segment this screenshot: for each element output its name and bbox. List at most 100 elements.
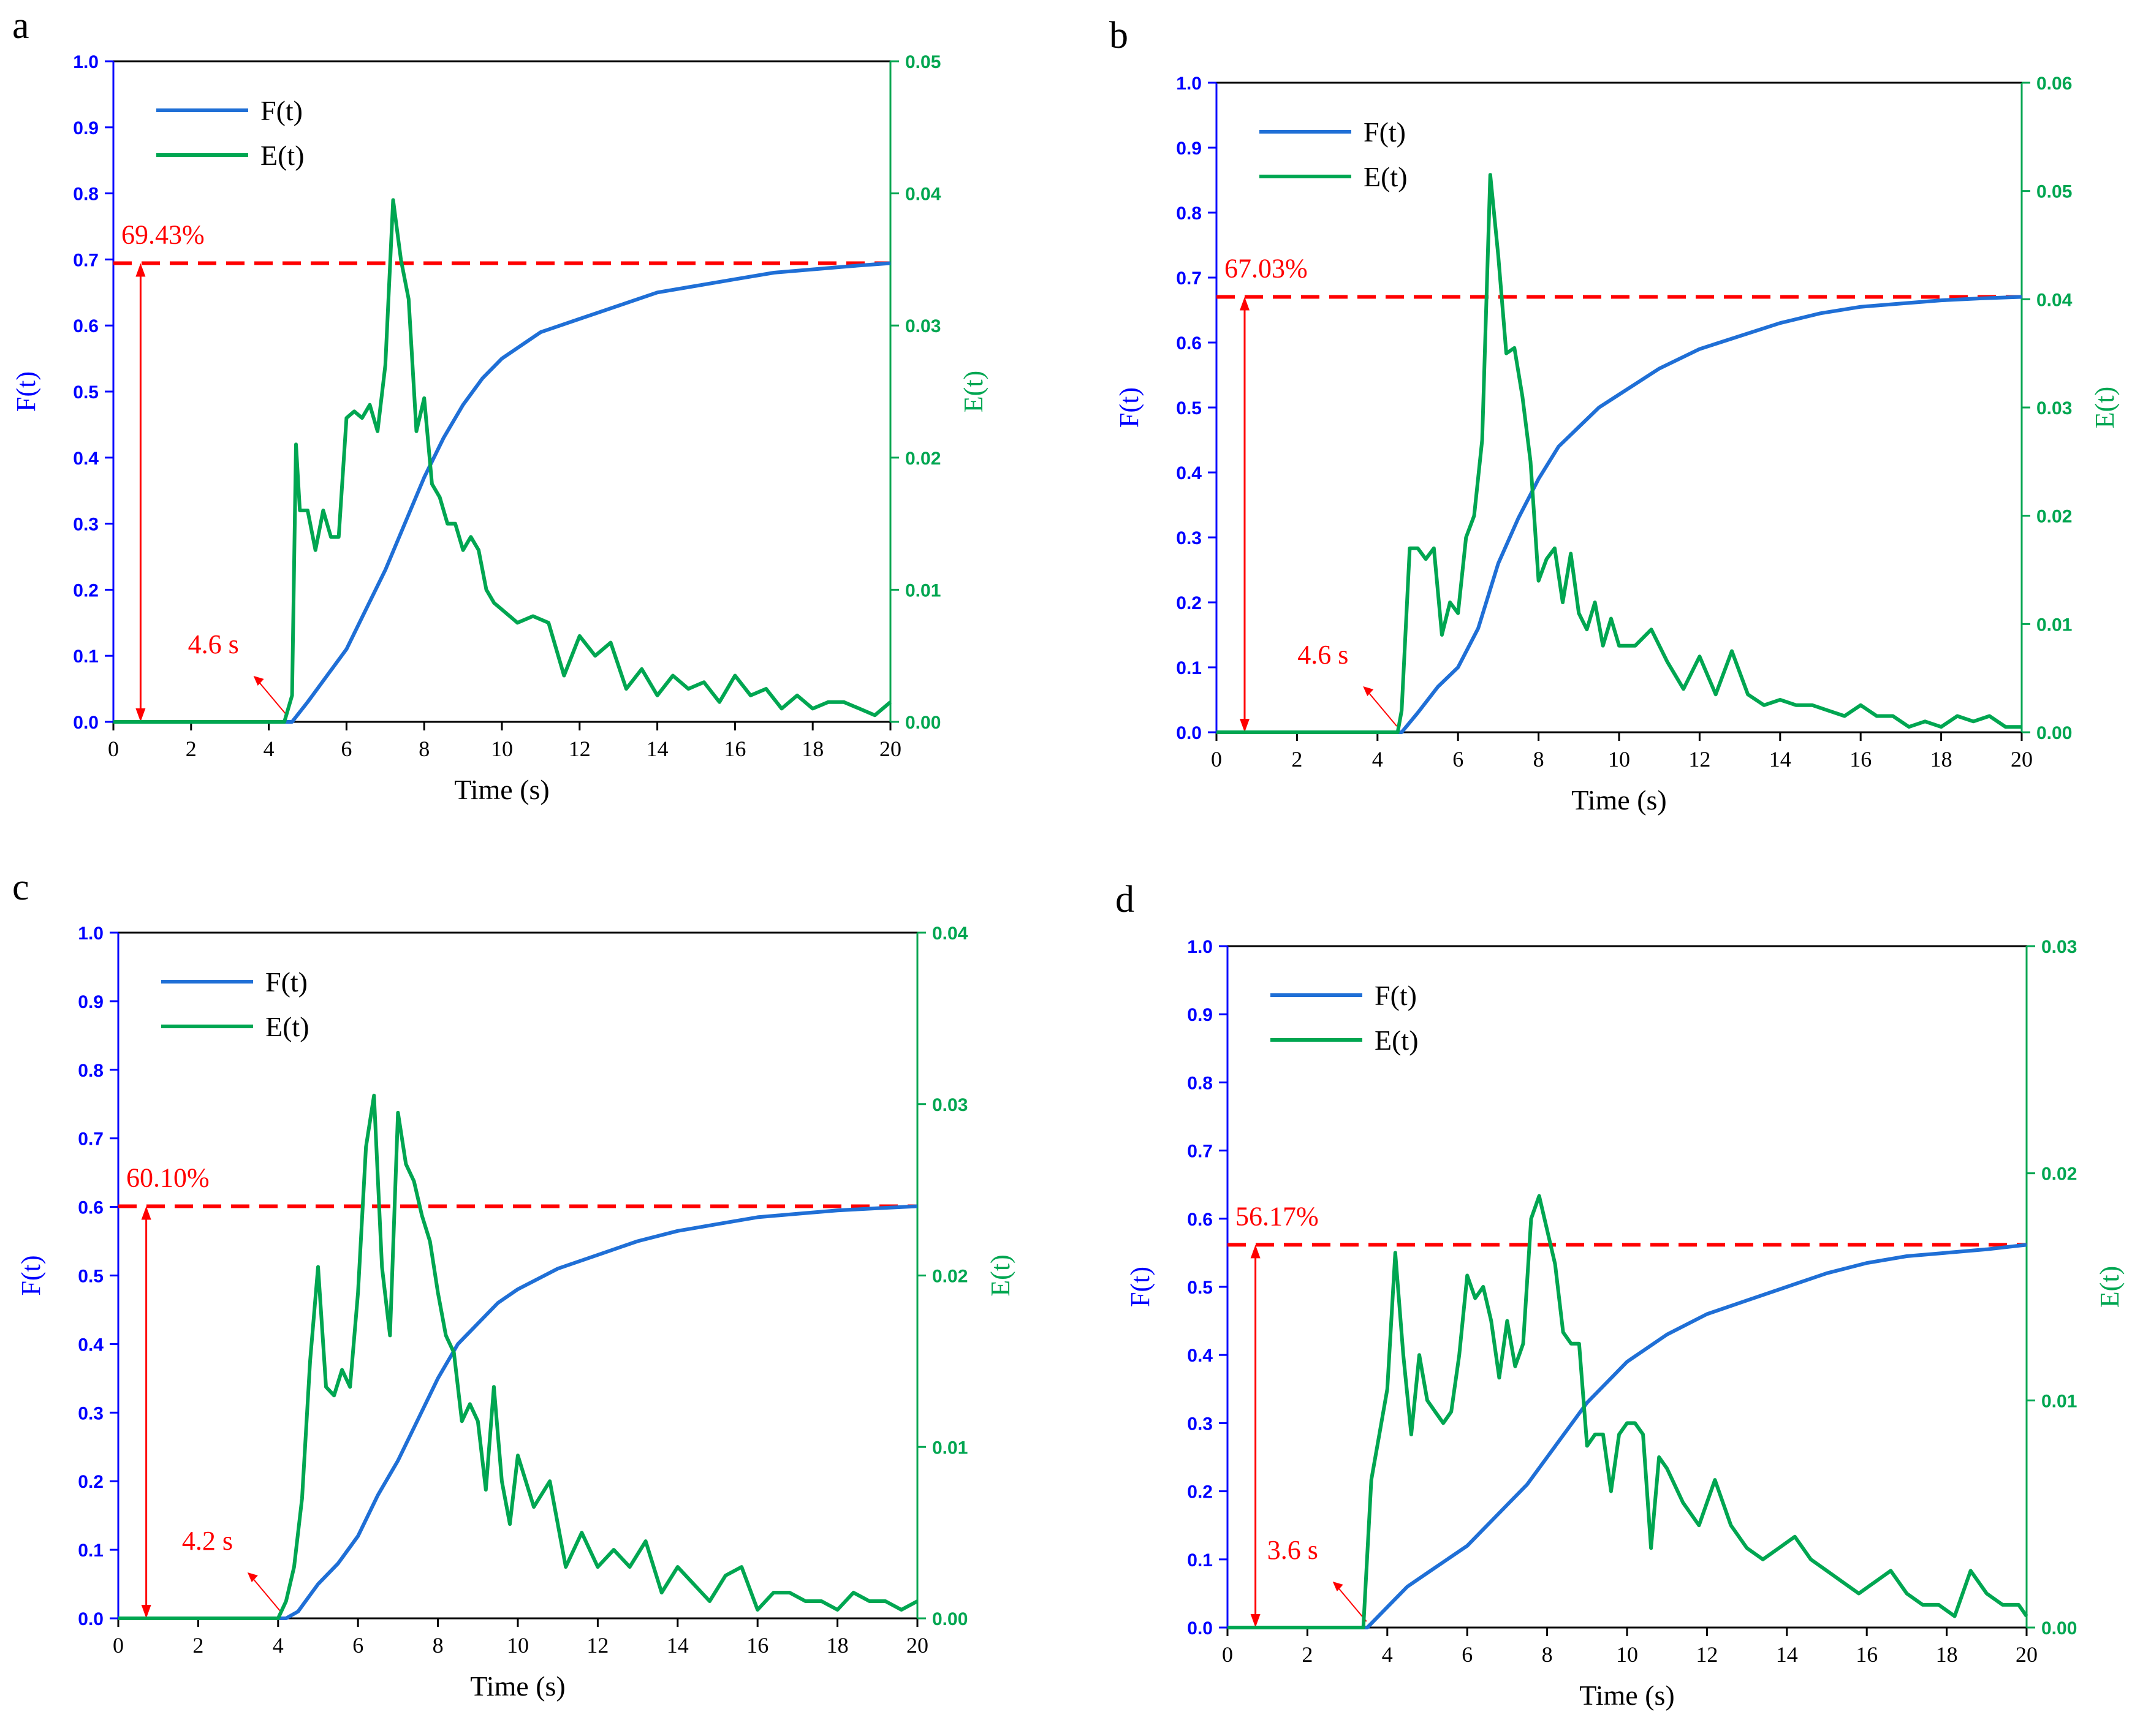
y-tick-label: 0.5 xyxy=(1176,398,1202,419)
y2-tick-label: 0.02 xyxy=(905,449,941,469)
y2-tick-label: 0.04 xyxy=(932,923,968,944)
y-tick-label: 0.7 xyxy=(1176,268,1202,289)
y-tick-label: 0.6 xyxy=(73,316,99,336)
y-tick-label: 0.8 xyxy=(1176,203,1202,224)
y-tick-label: 0.2 xyxy=(1176,593,1202,613)
x-tick-label: 4 xyxy=(273,1633,284,1658)
plateau-label: 56.17% xyxy=(1235,1201,1319,1231)
x-tick-label: 2 xyxy=(186,737,197,761)
f-curve xyxy=(118,1204,918,1620)
panel-letter-b: b xyxy=(1109,15,1128,56)
x-tick-label: 10 xyxy=(491,737,513,761)
y2-tick-label: 0.05 xyxy=(905,52,941,72)
x-tick-label: 16 xyxy=(1849,747,1872,771)
y-tick-label: 0.9 xyxy=(1176,138,1202,159)
onset-arrow-head xyxy=(1332,1582,1343,1591)
onset-arrow-head xyxy=(253,676,264,686)
x-tick-label: 10 xyxy=(1616,1642,1638,1667)
y2-tick-label: 0.00 xyxy=(2036,723,2072,743)
y2-tick-label: 0.04 xyxy=(2036,290,2073,310)
y-tick-label: 0.2 xyxy=(73,580,99,601)
y-tick-label: 0.1 xyxy=(1176,658,1202,678)
f-curve xyxy=(1216,295,2022,734)
onset-label: 4.6 s xyxy=(188,629,239,659)
x-tick-label: 6 xyxy=(341,737,352,761)
plateau-arrow-head-up xyxy=(1239,297,1250,311)
x-axis-label: Time (s) xyxy=(454,774,550,805)
y-axis-label: F(t) xyxy=(11,371,41,412)
y-tick-label: 0.3 xyxy=(78,1403,104,1423)
x-tick-label: 14 xyxy=(667,1633,689,1658)
x-tick-label: 18 xyxy=(827,1633,849,1658)
y2-tick-label: 0.01 xyxy=(2036,615,2072,635)
y-tick-label: 0.5 xyxy=(78,1267,104,1287)
y-tick-label: 0.6 xyxy=(1176,333,1202,354)
x-tick-label: 18 xyxy=(802,737,824,761)
onset-arrow-head xyxy=(247,1572,258,1582)
y-tick-label: 0.6 xyxy=(1187,1210,1213,1230)
y-tick-label: 0.0 xyxy=(1187,1618,1213,1639)
x-axis-label: Time (s) xyxy=(1571,784,1667,816)
y-tick-label: 0.4 xyxy=(78,1335,104,1355)
x-tick-label: 10 xyxy=(1608,747,1630,771)
y-tick-label: 0.7 xyxy=(73,250,99,270)
legend-label-e: E(t) xyxy=(260,140,305,171)
y-tick-label: 1.0 xyxy=(1176,74,1202,94)
x-tick-label: 20 xyxy=(879,737,901,761)
y-tick-label: 0.3 xyxy=(1187,1414,1213,1434)
x-axis-label: Time (s) xyxy=(1579,1680,1675,1711)
x-tick-label: 8 xyxy=(433,1633,444,1658)
y-axis-label: F(t) xyxy=(16,1256,46,1296)
y2-axis-label: E(t) xyxy=(2095,1266,2125,1308)
y-tick-label: 1.0 xyxy=(1187,937,1213,957)
onset-arrow-line xyxy=(1364,688,1397,727)
y2-tick-label: 0.00 xyxy=(2041,1618,2077,1639)
y-tick-label: 0.3 xyxy=(73,515,99,535)
x-tick-label: 2 xyxy=(1291,747,1302,771)
onset-arrow-line xyxy=(254,677,288,716)
x-tick-label: 16 xyxy=(724,737,746,761)
onset-arrow-line xyxy=(249,1574,282,1613)
x-tick-label: 20 xyxy=(2016,1642,2038,1667)
y-tick-label: 0.6 xyxy=(78,1198,104,1218)
legend-label-f: F(t) xyxy=(260,95,303,126)
y-tick-label: 0.9 xyxy=(78,992,104,1012)
e-curve xyxy=(113,198,892,724)
x-tick-label: 12 xyxy=(1688,747,1710,771)
y-tick-label: 0.9 xyxy=(73,118,99,138)
x-tick-label: 16 xyxy=(746,1633,768,1658)
y2-tick-label: 0.04 xyxy=(905,184,941,205)
y-tick-label: 0.4 xyxy=(1176,463,1202,483)
y-axis-label: F(t) xyxy=(1125,1267,1155,1307)
y2-axis-label: E(t) xyxy=(2090,387,2120,428)
panel-c: c 0 2 4 6 8 10 12 14 16 18 20 0.0 0.1 0.2 0.3 0.4 0.5 0.6… xyxy=(12,866,1015,1702)
y-tick-label: 0.8 xyxy=(78,1061,104,1081)
x-tick-label: 2 xyxy=(1302,1642,1313,1667)
plateau-arrow-head-up xyxy=(141,1206,151,1220)
x-tick-label: 4 xyxy=(1382,1642,1393,1667)
x-tick-label: 6 xyxy=(352,1633,363,1658)
legend-label-f: F(t) xyxy=(1364,116,1406,148)
onset-label: 3.6 s xyxy=(1267,1535,1318,1565)
y-axis-label: F(t) xyxy=(1114,387,1144,428)
e-curve xyxy=(1216,173,2022,734)
x-tick-label: 0 xyxy=(108,737,119,761)
y-tick-label: 0.7 xyxy=(1187,1142,1213,1162)
legend-label-e: E(t) xyxy=(265,1011,309,1042)
y-tick-label: 0.3 xyxy=(1176,528,1202,548)
f-curve xyxy=(113,261,891,724)
onset-label: 4.2 s xyxy=(182,1526,233,1556)
panel-letter-a: a xyxy=(12,5,29,47)
legend-label-e: E(t) xyxy=(1375,1025,1419,1056)
x-tick-label: 20 xyxy=(906,1633,928,1658)
x-tick-label: 14 xyxy=(1769,747,1791,771)
y2-tick-label: 0.00 xyxy=(905,713,941,733)
legend-label-e: E(t) xyxy=(1364,161,1408,192)
y2-tick-label: 0.03 xyxy=(2036,398,2072,419)
y-tick-label: 0.4 xyxy=(73,449,99,469)
y2-axis-label: E(t) xyxy=(985,1254,1015,1296)
x-tick-label: 2 xyxy=(192,1633,203,1658)
y2-axis-label: E(t) xyxy=(958,371,988,412)
y-tick-label: 0.9 xyxy=(1187,1005,1213,1025)
y2-tick-label: 0.03 xyxy=(932,1095,968,1115)
